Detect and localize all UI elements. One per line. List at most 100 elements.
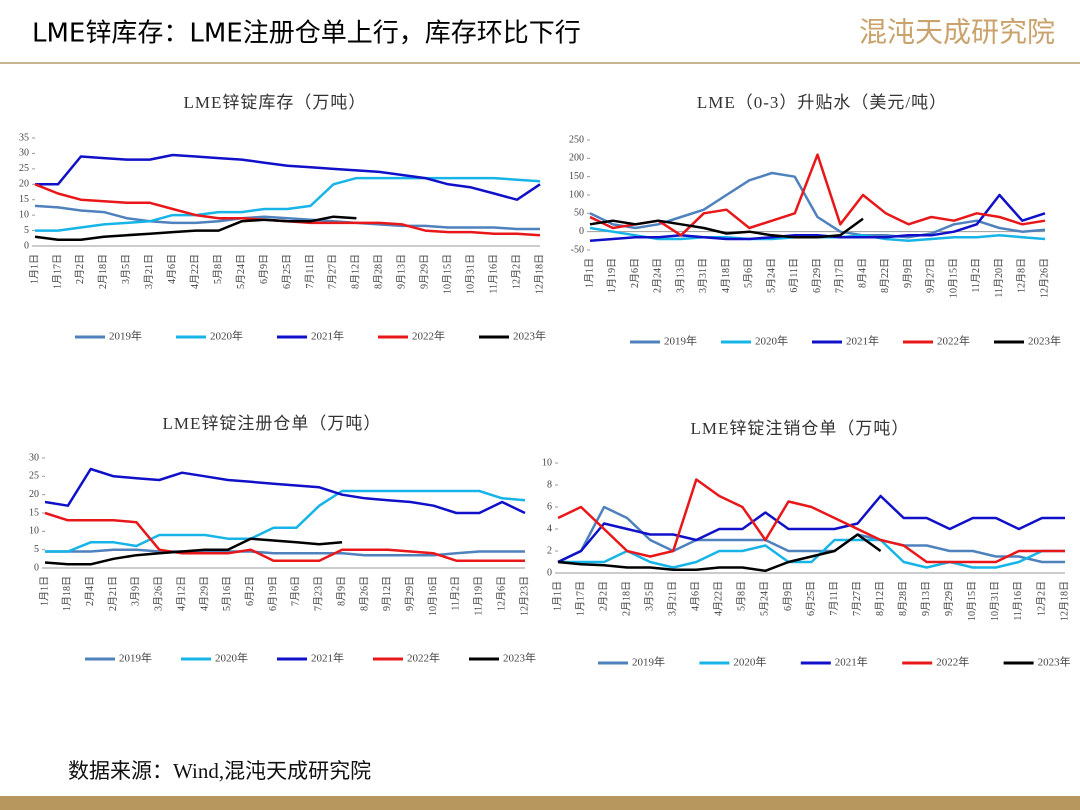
x-tick-label: 7月23日	[313, 576, 325, 611]
x-tick-label: 1月17日	[51, 254, 63, 289]
x-tick-label: 8月12日	[350, 254, 362, 289]
y-tick-label: 0	[24, 240, 29, 251]
x-tick-label: 10月15日	[441, 254, 453, 294]
x-tick-label: 6月2日	[244, 576, 256, 606]
y-tick-label: 15	[19, 194, 29, 205]
y-tick-label: 100	[569, 189, 584, 200]
y-tick-label: 5	[34, 544, 39, 555]
x-tick-label: 4月12日	[175, 576, 187, 611]
series-line	[44, 537, 343, 566]
x-tick-label: 8月12日	[874, 581, 886, 616]
y-tick-label: 20	[29, 489, 39, 500]
x-tick-label: 1月18日	[61, 576, 73, 611]
x-tick-label: 11月2日	[970, 258, 982, 293]
series-line	[34, 215, 357, 242]
legend-label: 2022年	[407, 651, 440, 665]
x-tick-label: 10月31日	[464, 254, 476, 294]
x-tick-label: 10月16日	[427, 576, 439, 616]
x-tick-label: 8月26日	[358, 576, 370, 611]
x-tick-label: 3月9日	[130, 576, 142, 606]
x-tick-label: 6月29日	[811, 258, 823, 293]
series-line	[557, 478, 1065, 564]
x-tick-label: 11月16日	[487, 254, 499, 294]
x-tick-label: 10月31日	[989, 581, 1001, 621]
y-tick-label: 10	[542, 457, 552, 468]
x-tick-label: 9月27日	[925, 258, 937, 293]
series-line	[34, 204, 540, 231]
y-tick-label: 25	[29, 471, 39, 482]
legend-label: 2023年	[1028, 334, 1061, 348]
x-tick-label: 3月5日	[643, 581, 655, 611]
x-tick-label: 3月21日	[143, 254, 155, 289]
x-tick-label: 5月6日	[743, 258, 755, 288]
chart-title: LME锌锭库存（万吨）	[184, 93, 367, 112]
legend-label: 2019年	[119, 651, 152, 665]
x-tick-label: 9月29日	[419, 254, 431, 289]
legend-label: 2022年	[936, 655, 969, 669]
y-tick-label: 150	[569, 171, 584, 182]
y-tick-label: 4	[547, 523, 552, 534]
x-tick-label: 11月2日	[450, 576, 462, 611]
x-tick-label: 7月27日	[327, 254, 339, 289]
x-tick-label: 12月23日	[518, 576, 530, 616]
x-tick-label: 11月19日	[473, 576, 485, 616]
x-tick-label: 12月6日	[495, 576, 507, 611]
legend-label: 2022年	[412, 329, 445, 343]
series-line	[589, 153, 1046, 237]
y-tick-label: 30	[29, 452, 39, 463]
x-tick-label: 6月9日	[258, 254, 270, 284]
series-line	[45, 489, 526, 553]
x-tick-label: 3月21日	[667, 581, 679, 616]
series-line	[35, 153, 541, 201]
series-line	[557, 533, 882, 573]
x-tick-label: 3月26日	[153, 576, 165, 611]
legend-label: 2019年	[664, 334, 697, 348]
legend-label: 2020年	[215, 651, 248, 665]
x-tick-label: 5月8日	[212, 254, 224, 284]
series-line	[44, 511, 525, 562]
x-tick-label: 4月22日	[713, 581, 725, 616]
x-tick-label: 4月6日	[166, 254, 178, 284]
legend-label: 2020年	[210, 329, 243, 343]
x-tick-label: 1月1日	[38, 576, 50, 606]
series-line	[589, 193, 1046, 243]
x-tick-label: 6月25日	[805, 581, 817, 616]
x-tick-label: 6月11日	[788, 258, 800, 293]
y-tick-label: 50	[574, 208, 584, 219]
x-tick-label: 12月2日	[510, 254, 522, 289]
legend-label: 2020年	[733, 655, 766, 669]
y-tick-label: 8	[547, 479, 552, 490]
chart-title: LME锌锭注册仓单（万吨）	[163, 414, 382, 433]
x-tick-label: 8月4日	[856, 258, 868, 288]
y-tick-label: 200	[569, 153, 584, 164]
x-tick-label: 1月1日	[583, 258, 595, 288]
x-tick-label: 8月28日	[897, 581, 909, 616]
series-line	[589, 171, 1046, 239]
series-line	[589, 217, 864, 239]
x-tick-label: 3月5日	[120, 254, 132, 284]
x-tick-label: 1月1日	[28, 254, 40, 284]
x-tick-label: 3月31日	[697, 258, 709, 293]
series-line	[35, 176, 541, 232]
legend-label: 2023年	[1038, 655, 1071, 669]
legend-label: 2023年	[503, 651, 536, 665]
x-tick-label: 2月18日	[620, 581, 632, 616]
series-line	[44, 467, 526, 515]
x-tick-label: 8月9日	[335, 576, 347, 606]
x-tick-label: 9月9日	[902, 258, 914, 288]
x-tick-label: 6月19日	[267, 576, 279, 611]
x-tick-label: 5月24日	[759, 581, 771, 616]
y-tick-label: 35	[19, 132, 29, 143]
y-tick-label: 250	[569, 134, 584, 145]
x-tick-label: 4月6日	[690, 581, 702, 611]
x-tick-label: 12月26日	[1038, 258, 1050, 298]
chart-title: LME（0-3）升贴水（美元/吨）	[697, 93, 947, 112]
legend-label: 2019年	[632, 655, 665, 669]
legend-label: 2022年	[937, 334, 970, 348]
y-tick-label: 5	[24, 225, 29, 236]
x-tick-label: 8月28日	[373, 254, 385, 289]
legend-label: 2021年	[846, 334, 879, 348]
x-tick-label: 9月12日	[381, 576, 393, 611]
